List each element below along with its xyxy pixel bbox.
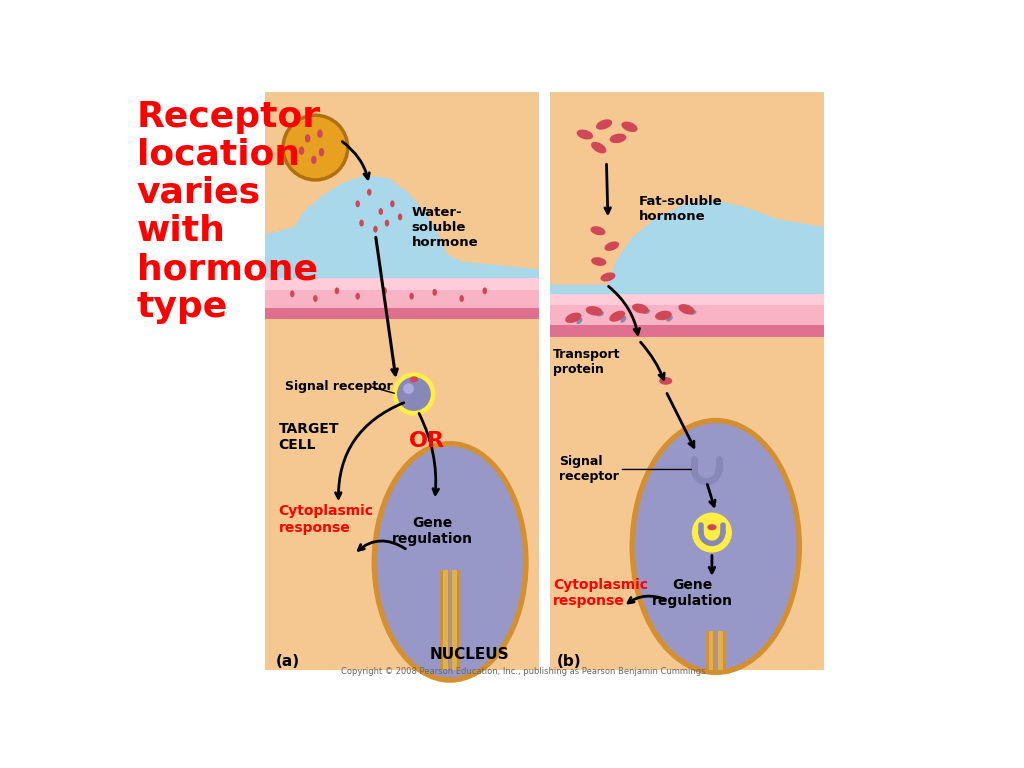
Ellipse shape bbox=[385, 220, 389, 227]
Bar bbox=[265, 279, 539, 319]
Ellipse shape bbox=[313, 295, 317, 302]
Ellipse shape bbox=[667, 316, 673, 322]
Bar bbox=[718, 631, 723, 670]
Ellipse shape bbox=[632, 303, 648, 313]
Ellipse shape bbox=[317, 130, 323, 138]
Ellipse shape bbox=[367, 189, 372, 196]
Bar bbox=[550, 337, 823, 670]
Text: (a): (a) bbox=[275, 654, 299, 670]
Circle shape bbox=[283, 115, 348, 180]
Ellipse shape bbox=[311, 156, 316, 164]
Text: Fat-soluble
hormone: Fat-soluble hormone bbox=[639, 195, 722, 223]
Bar bbox=[550, 294, 823, 306]
Ellipse shape bbox=[622, 121, 638, 132]
Ellipse shape bbox=[410, 293, 414, 300]
Bar bbox=[709, 631, 714, 670]
Bar bbox=[453, 570, 457, 670]
Ellipse shape bbox=[708, 524, 717, 530]
Circle shape bbox=[397, 377, 431, 411]
Ellipse shape bbox=[635, 423, 797, 670]
Ellipse shape bbox=[604, 241, 620, 251]
Text: Signal
receptor: Signal receptor bbox=[559, 455, 620, 484]
Ellipse shape bbox=[565, 313, 582, 323]
Ellipse shape bbox=[397, 214, 402, 220]
Ellipse shape bbox=[410, 376, 418, 382]
Text: Water-
soluble
hormone: Water- soluble hormone bbox=[412, 206, 478, 249]
Ellipse shape bbox=[390, 200, 394, 207]
Ellipse shape bbox=[689, 310, 696, 315]
Ellipse shape bbox=[373, 226, 378, 233]
Ellipse shape bbox=[335, 287, 339, 294]
Ellipse shape bbox=[299, 147, 304, 155]
Text: NUCLEUS: NUCLEUS bbox=[429, 647, 509, 662]
Ellipse shape bbox=[609, 311, 625, 322]
Circle shape bbox=[392, 372, 435, 415]
Bar bbox=[265, 279, 539, 290]
Ellipse shape bbox=[432, 289, 437, 296]
Text: Transport
protein: Transport protein bbox=[553, 348, 621, 376]
Ellipse shape bbox=[643, 310, 650, 314]
Ellipse shape bbox=[482, 287, 487, 294]
Ellipse shape bbox=[290, 290, 295, 297]
Ellipse shape bbox=[377, 446, 523, 677]
Ellipse shape bbox=[382, 287, 387, 294]
Ellipse shape bbox=[596, 119, 612, 130]
Bar bbox=[265, 308, 539, 319]
Ellipse shape bbox=[379, 208, 383, 215]
Text: Cytoplasmic
response: Cytoplasmic response bbox=[553, 578, 648, 607]
Ellipse shape bbox=[305, 134, 310, 143]
Ellipse shape bbox=[597, 311, 604, 316]
Ellipse shape bbox=[630, 418, 802, 675]
Ellipse shape bbox=[577, 317, 583, 324]
Bar bbox=[265, 92, 539, 670]
Ellipse shape bbox=[355, 200, 360, 207]
Ellipse shape bbox=[591, 227, 605, 235]
Ellipse shape bbox=[359, 220, 364, 227]
Bar bbox=[550, 92, 823, 670]
Bar bbox=[440, 570, 450, 670]
Text: (b): (b) bbox=[556, 654, 581, 670]
Bar bbox=[550, 326, 823, 337]
Bar bbox=[451, 570, 460, 670]
Ellipse shape bbox=[577, 130, 593, 140]
Circle shape bbox=[692, 512, 732, 553]
Text: Cytoplasmic
response: Cytoplasmic response bbox=[279, 505, 374, 535]
Ellipse shape bbox=[655, 311, 672, 320]
Ellipse shape bbox=[591, 142, 606, 154]
Bar bbox=[443, 570, 447, 670]
Text: OR: OR bbox=[409, 431, 445, 451]
Circle shape bbox=[403, 383, 414, 394]
Bar bbox=[550, 294, 823, 337]
Ellipse shape bbox=[659, 377, 672, 385]
Text: Copyright © 2008 Pearson Education, Inc., publishing as Pearson Benjamin Cumming: Copyright © 2008 Pearson Education, Inc.… bbox=[341, 667, 709, 676]
Ellipse shape bbox=[460, 295, 464, 302]
Ellipse shape bbox=[678, 304, 694, 315]
Ellipse shape bbox=[372, 441, 528, 683]
Ellipse shape bbox=[600, 273, 615, 282]
Text: Receptor
location
varies
with
hormone
type: Receptor location varies with hormone ty… bbox=[137, 100, 321, 324]
Ellipse shape bbox=[591, 257, 606, 266]
Text: Gene
regulation: Gene regulation bbox=[392, 516, 473, 546]
Text: TARGET
CELL: TARGET CELL bbox=[279, 422, 339, 452]
Ellipse shape bbox=[621, 316, 627, 323]
Bar bbox=[265, 319, 539, 670]
Polygon shape bbox=[265, 92, 539, 308]
Text: Signal receptor: Signal receptor bbox=[285, 380, 392, 392]
Ellipse shape bbox=[609, 134, 627, 143]
Text: Gene
regulation: Gene regulation bbox=[652, 578, 733, 607]
Polygon shape bbox=[265, 175, 539, 308]
Polygon shape bbox=[550, 92, 823, 285]
Ellipse shape bbox=[586, 306, 602, 316]
Bar bbox=[717, 631, 726, 670]
Bar bbox=[706, 631, 715, 670]
Ellipse shape bbox=[355, 293, 360, 300]
Ellipse shape bbox=[318, 148, 325, 157]
